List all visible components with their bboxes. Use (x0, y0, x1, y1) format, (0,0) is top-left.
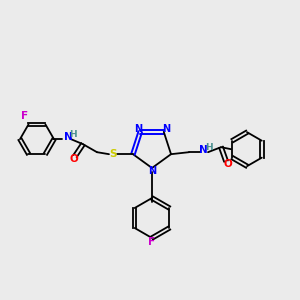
Text: H: H (69, 130, 77, 139)
Text: S: S (109, 149, 117, 159)
Text: O: O (70, 154, 78, 164)
Text: O: O (224, 159, 232, 169)
Text: N: N (64, 132, 72, 142)
Text: N: N (199, 145, 207, 155)
Text: F: F (21, 110, 28, 121)
Text: N: N (134, 124, 142, 134)
Text: N: N (148, 166, 156, 176)
Text: H: H (205, 143, 213, 152)
Text: F: F (148, 237, 156, 247)
Text: N: N (162, 124, 170, 134)
